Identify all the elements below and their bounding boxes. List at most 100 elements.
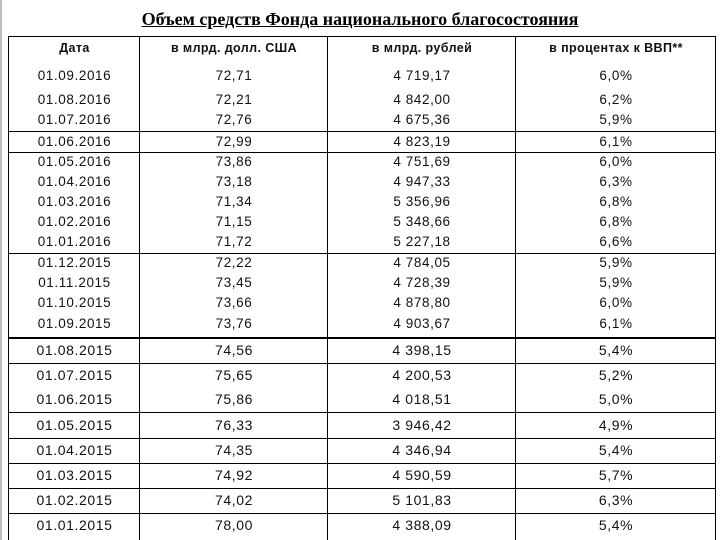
table-row: 01.02.2016 71,15 5 348,66 6,8%	[9, 212, 715, 232]
date-cell: 01.09.2015	[37, 316, 112, 331]
date-cell: 01.07.2015	[36, 367, 113, 383]
date-cell: 01.11.2015	[38, 275, 111, 290]
usd-cell: 73,66	[215, 295, 253, 310]
usd-cell: 74,35	[214, 442, 254, 458]
usd-cell: 75,86	[214, 391, 254, 407]
table-row: 01.10.2015 73,66 4 878,80 6,0%	[9, 293, 715, 313]
usd-cell: 73,45	[215, 275, 253, 290]
rub-cell: 4 842,00	[393, 92, 451, 107]
date-cell: 01.09.2016	[37, 68, 112, 83]
date-cell: 01.06.2015	[36, 391, 113, 407]
row-divider	[9, 337, 715, 339]
usd-cell: 78,00	[214, 517, 254, 533]
date-cell: 01.06.2016	[37, 134, 112, 149]
usd-cell: 72,76	[215, 112, 253, 127]
gdp-percent-cell: 6,3%	[598, 492, 634, 508]
slide-edge	[0, 0, 2, 540]
rub-cell: 4 398,15	[392, 342, 452, 358]
table-header-row: Дата в млрд. долл. США в млрд. рублей в …	[9, 38, 715, 58]
gdp-percent-cell: 6,0%	[599, 295, 633, 310]
usd-cell: 71,72	[215, 234, 253, 249]
rub-cell: 4 751,69	[393, 154, 451, 169]
table-row: 01.08.2016 72,21 4 842,00 6,2%	[9, 90, 715, 110]
table-row: 01.04.2016 73,18 4 947,33 6,3%	[9, 172, 715, 192]
gdp-percent-cell: 6,0%	[599, 68, 633, 83]
rub-cell: 3 946,42	[392, 417, 452, 433]
table-row: 01.07.2015 75,65 4 200,53 5,2%	[9, 365, 715, 385]
usd-cell: 73,18	[215, 174, 253, 189]
usd-cell: 71,15	[215, 214, 253, 229]
gdp-percent-cell: 6,0%	[599, 154, 633, 169]
row-divider	[9, 253, 715, 254]
table-row: 01.09.2016 72,71 4 719,17 6,0%	[9, 66, 715, 86]
usd-cell: 74,92	[214, 467, 254, 483]
date-cell: 01.08.2015	[36, 342, 113, 358]
gdp-percent-cell: 5,4%	[598, 342, 634, 358]
date-cell: 01.03.2016	[37, 194, 112, 209]
table-row: 01.05.2016 73,86 4 751,69 6,0%	[9, 152, 715, 172]
gdp-percent-cell: 4,9%	[598, 417, 634, 433]
date-cell: 01.02.2015	[36, 492, 113, 508]
table-row: 01.02.2015 74,02 5 101,83 6,3%	[9, 490, 715, 510]
gdp-percent-cell: 5,9%	[599, 255, 633, 270]
table-row: 01.12.2015 72,22 4 784,05 5,9%	[9, 253, 715, 273]
table-row: 01.01.2015 78,00 4 388,09 5,4%	[9, 515, 715, 535]
usd-cell: 74,02	[214, 492, 254, 508]
table-row: 01.03.2016 71,34 5 356,96 6,8%	[9, 192, 715, 212]
rub-cell: 4 388,09	[392, 517, 452, 533]
table-row: 01.07.2016 72,76 4 675,36 5,9%	[9, 110, 715, 130]
row-divider	[9, 131, 715, 132]
gdp-percent-cell: 6,1%	[599, 316, 633, 331]
row-divider	[9, 363, 715, 364]
column-divider	[139, 37, 140, 540]
table-row: 01.03.2015 74,92 4 590,59 5,7%	[9, 465, 715, 485]
rub-cell: 4 903,67	[393, 316, 451, 331]
date-cell: 01.04.2015	[36, 442, 113, 458]
usd-cell: 72,22	[215, 255, 253, 270]
gdp-percent-cell: 6,8%	[599, 194, 633, 209]
date-cell: 01.08.2016	[37, 92, 112, 107]
column-divider	[327, 37, 328, 540]
rub-cell: 5 227,18	[393, 234, 451, 249]
fund-volume-table: Дата в млрд. долл. США в млрд. рублей в …	[8, 36, 716, 540]
usd-cell: 76,33	[214, 417, 254, 433]
gdp-percent-cell: 5,9%	[599, 112, 633, 127]
table-row: 01.08.2015 74,56 4 398,15 5,4%	[9, 340, 715, 360]
gdp-percent-cell: 5,9%	[599, 275, 633, 290]
gdp-percent-cell: 5,4%	[598, 442, 634, 458]
gdp-percent-cell: 6,1%	[599, 134, 633, 149]
rub-cell: 4 947,33	[393, 174, 451, 189]
row-divider	[9, 152, 715, 153]
row-divider	[9, 412, 715, 413]
gdp-percent-cell: 5,2%	[598, 367, 634, 383]
rub-cell: 4 346,94	[392, 442, 452, 458]
row-divider	[9, 438, 715, 439]
date-cell: 01.03.2015	[36, 467, 113, 483]
date-cell: 01.10.2015	[37, 295, 112, 310]
rub-cell: 4 018,51	[392, 391, 452, 407]
row-divider	[9, 513, 715, 514]
table-row: 01.09.2015 73,76 4 903,67 6,1%	[9, 314, 715, 334]
rub-cell: 5 356,96	[393, 194, 451, 209]
table-row: 01.06.2016 72,99 4 823,19 6,1%	[9, 132, 715, 152]
rub-cell: 5 101,83	[392, 492, 452, 508]
column-divider	[515, 37, 516, 540]
table-row: 01.01.2016 71,72 5 227,18 6,6%	[9, 232, 715, 252]
gdp-percent-cell: 6,6%	[599, 234, 633, 249]
header-rub: в млрд. рублей	[371, 41, 473, 55]
rub-cell: 4 200,53	[392, 367, 452, 383]
gdp-percent-cell: 6,3%	[599, 174, 633, 189]
rub-cell: 4 675,36	[393, 112, 451, 127]
gdp-percent-cell: 6,8%	[599, 214, 633, 229]
gdp-percent-cell: 5,0%	[598, 391, 634, 407]
rub-cell: 4 590,59	[392, 467, 452, 483]
rub-cell: 4 784,05	[393, 255, 451, 270]
date-cell: 01.05.2015	[36, 417, 113, 433]
date-cell: 01.01.2015	[36, 517, 113, 533]
table-row: 01.04.2015 74,35 4 346,94 5,4%	[9, 440, 715, 460]
rub-cell: 4 823,19	[393, 134, 451, 149]
header-usd: в млрд. долл. США	[170, 41, 298, 55]
table-row: 01.11.2015 73,45 4 728,39 5,9%	[9, 273, 715, 293]
row-divider	[9, 463, 715, 464]
usd-cell: 71,34	[215, 194, 253, 209]
